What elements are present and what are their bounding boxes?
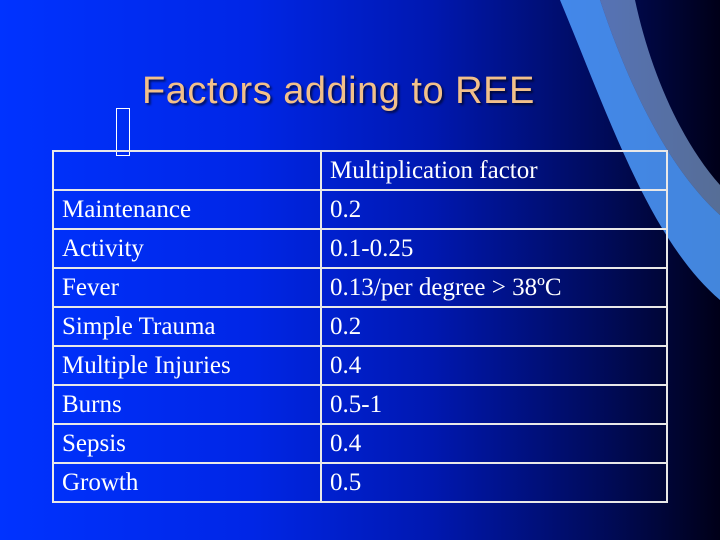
factor-cell: Burns <box>52 384 322 425</box>
factor-cell: Growth <box>52 462 322 503</box>
bullet-box-icon <box>116 108 130 156</box>
table-header-row: Multiplication factor <box>52 150 668 191</box>
table-row: Activity 0.1-0.25 <box>52 228 668 269</box>
table-row: Multiple Injuries 0.4 <box>52 345 668 386</box>
factor-cell: Multiple Injuries <box>52 345 322 386</box>
multiplier-cell: 0.13/per degree > 38ºC <box>320 267 668 308</box>
header-multiplier-cell: Multiplication factor <box>320 150 668 191</box>
table-row: Burns 0.5-1 <box>52 384 668 425</box>
table-row: Maintenance 0.2 <box>52 189 668 230</box>
multiplier-cell: 0.4 <box>320 423 668 464</box>
multiplier-cell: 0.5 <box>320 462 668 503</box>
factor-cell: Simple Trauma <box>52 306 322 347</box>
table-row: Simple Trauma 0.2 <box>52 306 668 347</box>
factor-cell: Maintenance <box>52 189 322 230</box>
multiplier-cell: 0.4 <box>320 345 668 386</box>
factors-table: Multiplication factor Maintenance 0.2 Ac… <box>52 150 668 503</box>
table-row: Sepsis 0.4 <box>52 423 668 464</box>
swoosh-band <box>560 0 720 300</box>
slide-title: Factors adding to REE <box>142 70 535 112</box>
multiplier-cell: 0.2 <box>320 306 668 347</box>
header-factor-cell <box>52 150 322 191</box>
multiplier-cell: 0.2 <box>320 189 668 230</box>
table-row: Growth 0.5 <box>52 462 668 503</box>
multiplier-cell: 0.5-1 <box>320 384 668 425</box>
factor-cell: Sepsis <box>52 423 322 464</box>
table-row: Fever 0.13/per degree > 38ºC <box>52 267 668 308</box>
multiplier-cell: 0.1-0.25 <box>320 228 668 269</box>
factor-cell: Fever <box>52 267 322 308</box>
factor-cell: Activity <box>52 228 322 269</box>
swoosh-band-light <box>600 0 720 215</box>
